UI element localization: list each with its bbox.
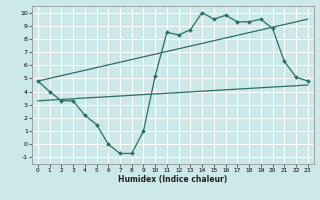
X-axis label: Humidex (Indice chaleur): Humidex (Indice chaleur) [118, 175, 228, 184]
